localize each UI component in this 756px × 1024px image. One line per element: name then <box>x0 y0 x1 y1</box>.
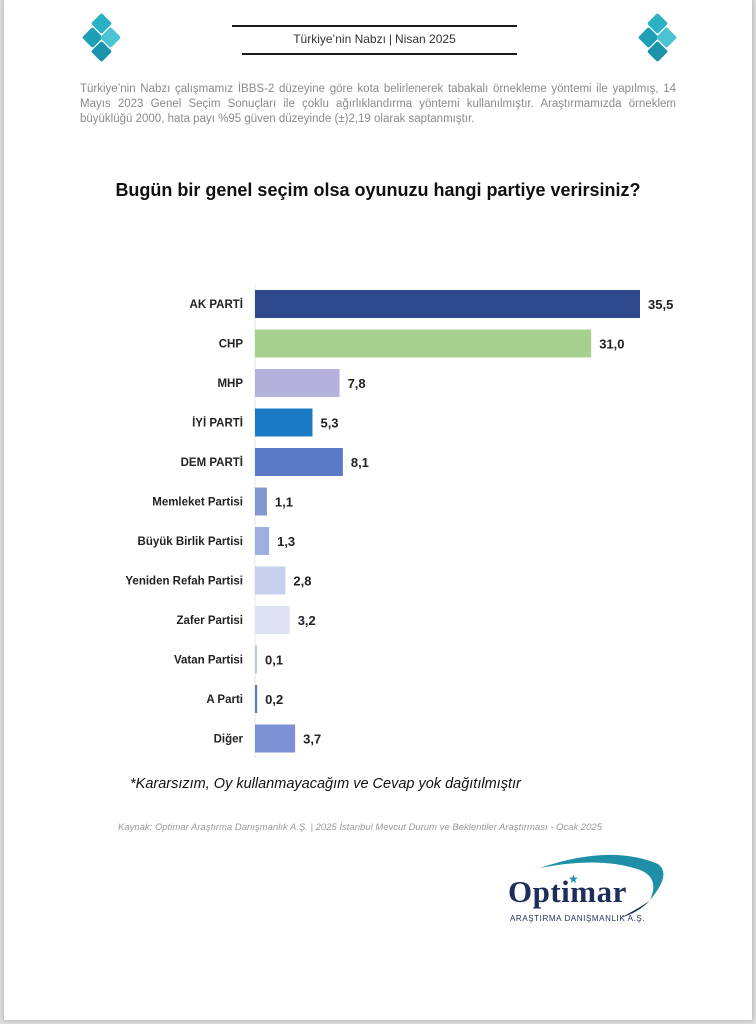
header-rule-bottom <box>242 53 517 55</box>
report-series-name: Türkiye’nin Nabzı <box>293 32 386 46</box>
data-label: 31,0 <box>599 337 624 352</box>
report-header: Türkiye’nin Nabzı | Nisan 2025 <box>232 32 517 46</box>
footnote: *Kararsızım, Oy kullanmayacağım ve Cevap… <box>130 776 521 792</box>
bar-1 <box>255 329 592 358</box>
bar-9 <box>255 645 257 674</box>
methodology-text: Türkiye’nin Nabzı çalışmamız İBBS-2 düze… <box>80 83 676 125</box>
bar-10 <box>255 685 258 713</box>
category-label: CHP <box>219 339 244 351</box>
category-label: MHP <box>217 378 243 390</box>
header-separator: | <box>388 32 393 46</box>
report-page <box>4 0 752 1020</box>
category-label: Yeniden Refah Partisi <box>125 576 243 588</box>
data-label: 2,8 <box>293 574 311 589</box>
category-label: Vatan Partisi <box>174 655 243 667</box>
report-date: Nisan 2025 <box>395 32 456 46</box>
category-label: Diğer <box>214 734 244 746</box>
brand-subtitle: ARAŞTIRMA DANIŞMANLIK A.Ş. <box>510 914 646 923</box>
category-label: İYİ PARTİ <box>192 417 243 430</box>
bar-11 <box>255 724 296 753</box>
data-label: 1,1 <box>275 495 293 510</box>
bar-0 <box>255 290 640 318</box>
data-label: 3,2 <box>298 613 316 628</box>
source-citation: Kaynak: Optimar Araştırma Danışmanlık A.… <box>118 822 602 833</box>
bar-2 <box>255 369 340 397</box>
data-label: 1,3 <box>277 534 295 549</box>
category-label: Zafer Partisi <box>177 615 243 627</box>
diamond-logo-icon <box>637 12 680 64</box>
category-label: Büyük Birlik Partisi <box>138 536 243 548</box>
bar-6 <box>255 527 270 555</box>
category-label: A Parti <box>206 694 243 706</box>
bar-7 <box>255 566 286 595</box>
data-label: 0,1 <box>265 653 283 668</box>
svg-text:★: ★ <box>568 872 579 886</box>
brand-name: Optimar <box>508 874 627 909</box>
bar-8 <box>255 606 290 634</box>
swoosh-icon: ★ <box>540 854 664 918</box>
data-label: 5,3 <box>320 416 338 431</box>
data-label: 3,7 <box>303 732 321 747</box>
bar-3 <box>255 408 313 437</box>
bar-chart: AK PARTİ 35,5 CHP 31,0 MHP 7,8 İYİ PARTİ 5,3 DEM… <box>125 284 673 758</box>
data-label: 7,8 <box>348 376 366 391</box>
diamond-logo-icon <box>81 12 124 64</box>
category-label: AK PARTİ <box>190 298 243 311</box>
optimar-brand-logo: ★ Optimar ARAŞTIRMA DANIŞMANLIK A.Ş. <box>500 850 670 930</box>
data-label: 8,1 <box>351 455 369 470</box>
category-label: DEM PARTİ <box>181 456 243 469</box>
bar-4 <box>255 448 343 476</box>
category-label: Memleket Partisi <box>152 497 243 509</box>
header-rule-top <box>232 25 517 27</box>
bar-5 <box>255 487 267 516</box>
data-label: 35,5 <box>648 297 673 312</box>
chart-title: Bugün bir genel seçim olsa oyunuzu hangi… <box>115 180 641 200</box>
data-label: 0,2 <box>265 692 283 707</box>
